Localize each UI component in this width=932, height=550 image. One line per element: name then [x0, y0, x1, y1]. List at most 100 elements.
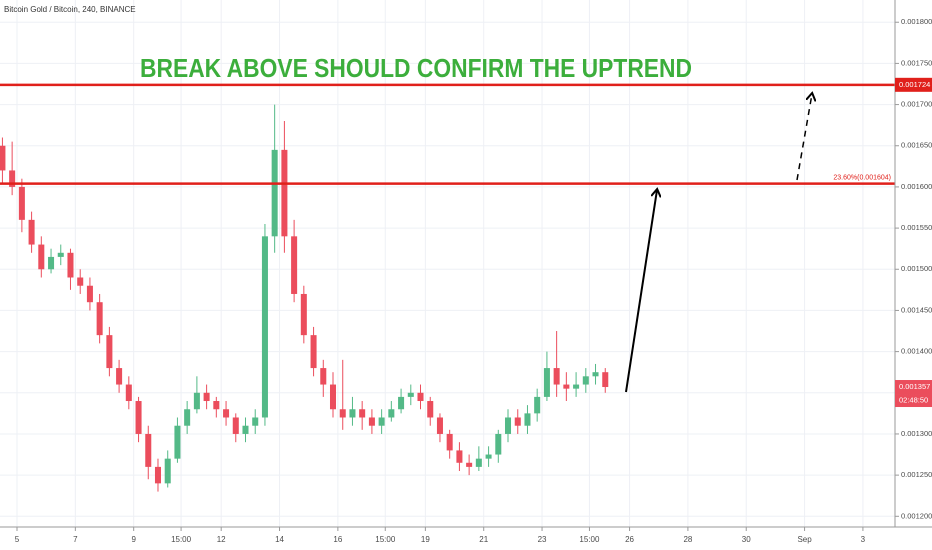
price-label-box	[895, 77, 932, 92]
candle-body	[446, 433, 453, 451]
candle-body	[48, 256, 55, 270]
y-tick-label: 0.001300	[901, 429, 932, 438]
last-price-box	[895, 380, 932, 395]
candle-body	[291, 236, 298, 294]
x-tick-label: 7	[73, 535, 78, 544]
x-tick-label: 23	[538, 535, 547, 544]
x-tick-label: Sep	[797, 535, 812, 544]
countdown: 02:48:50	[899, 396, 928, 405]
x-tick-label: 19	[421, 535, 430, 544]
x-tick-label: 28	[683, 535, 692, 544]
candle-body	[145, 433, 152, 467]
candle-body	[9, 170, 16, 187]
candle-body	[505, 417, 512, 434]
candle-body	[184, 409, 191, 426]
candle-body	[252, 417, 259, 426]
y-tick-label: 0.001800	[901, 17, 932, 26]
price-label: 0.001724	[899, 80, 930, 89]
candle-body	[436, 417, 443, 434]
candle-body	[534, 396, 541, 414]
level-label: 23.60%(0.001604)	[833, 174, 891, 181]
dashed-arrow	[796, 94, 812, 181]
candle-body	[106, 335, 113, 369]
candle-body	[349, 409, 356, 418]
candle-body	[427, 401, 434, 418]
y-tick-label: 0.001450	[901, 305, 932, 314]
candle-body	[57, 252, 64, 257]
y-tick-label: 0.001600	[901, 182, 932, 191]
candle-body	[495, 433, 502, 455]
candle-body	[329, 384, 337, 410]
candle-body	[524, 413, 531, 426]
x-tick-label: 12	[217, 535, 226, 544]
candle-body	[514, 417, 521, 426]
candle-body	[563, 384, 570, 389]
plot: 23.60%(0.001604)	[0, 83, 895, 492]
candle-body	[271, 149, 278, 237]
candle-body	[359, 409, 366, 418]
candle-body	[77, 277, 84, 286]
candle-body	[475, 458, 482, 467]
y-tick-label: 0.001250	[901, 470, 932, 479]
candle-body	[135, 401, 142, 434]
y-tick-label: 0.001550	[901, 223, 932, 232]
arrow	[625, 190, 657, 393]
x-tick-label: 14	[275, 535, 284, 544]
candle-body	[28, 219, 35, 245]
candle-body	[261, 236, 268, 418]
candle-body	[116, 368, 123, 385]
x-axis-panel	[0, 527, 932, 550]
candle-body	[18, 186, 25, 220]
candle-body	[602, 372, 609, 388]
candle-body	[466, 462, 473, 467]
candle-body	[310, 335, 317, 369]
candle-body	[125, 384, 132, 402]
candle-body	[417, 392, 424, 402]
y-tick-label: 0.001700	[901, 100, 932, 109]
y-tick-label: 0.001200	[901, 511, 932, 520]
candle-body	[0, 145, 6, 171]
y-tick-label: 0.001650	[901, 141, 932, 150]
last-price-label: 0.001357	[899, 382, 930, 391]
candle-body	[582, 376, 589, 385]
candle-body	[96, 302, 103, 336]
x-tick-label: 16	[333, 535, 342, 544]
candle-body	[368, 417, 375, 426]
candle-body	[388, 409, 395, 418]
x-tick-label: 3	[861, 535, 866, 544]
candle-body	[398, 396, 405, 410]
x-tick-label: 26	[625, 535, 634, 544]
x-tick-label: 5	[15, 535, 20, 544]
candle-body	[203, 392, 210, 402]
candle-body	[485, 454, 492, 459]
candle-body	[573, 384, 580, 389]
candle-body	[232, 417, 239, 434]
candle-body	[86, 285, 93, 303]
x-tick-label: 9	[131, 535, 136, 544]
candle-body	[164, 458, 171, 484]
x-tick-label: 15:00	[579, 535, 600, 544]
candle-body	[213, 401, 220, 410]
y-tick-label: 0.001400	[901, 347, 932, 356]
x-tick-label: 21	[479, 535, 488, 544]
x-tick-label: 30	[742, 535, 751, 544]
axes: 0.0012000.0012500.0013000.0013500.001400…	[15, 17, 932, 544]
chart-title: Bitcoin Gold / Bitcoin, 240, BINANCE	[4, 5, 136, 14]
countdown-box	[895, 394, 932, 408]
candle-body	[281, 149, 288, 237]
candle-body	[456, 450, 463, 463]
candle-body	[67, 252, 74, 278]
candle-body	[300, 293, 307, 336]
candle-body	[242, 425, 249, 434]
candle-body	[592, 372, 599, 377]
candle-body	[378, 417, 385, 426]
y-tick-label: 0.001750	[901, 58, 932, 67]
candle-body	[320, 368, 327, 385]
candle-body	[193, 392, 200, 410]
candle-body	[38, 244, 45, 270]
y-tick-label: 0.001500	[901, 264, 932, 273]
x-tick-label: 15:00	[171, 535, 192, 544]
x-tick-label: 15:00	[375, 535, 396, 544]
